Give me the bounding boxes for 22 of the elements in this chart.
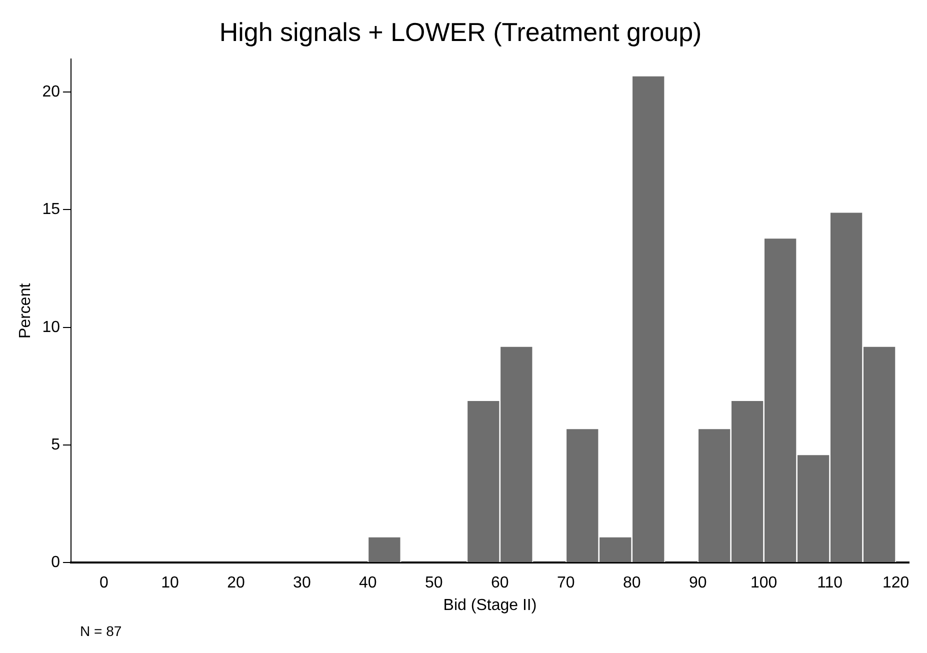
x-tick-label: 10 [161, 574, 179, 592]
x-tick-label: 40 [359, 574, 377, 592]
y-tick-label: 10 [42, 318, 60, 336]
y-axis-title: Percent [17, 282, 34, 338]
x-tick-label: 60 [491, 574, 509, 592]
x-tick-label: 20 [227, 574, 245, 592]
y-tick-label: 20 [42, 84, 60, 101]
x-tick-label: 90 [688, 574, 707, 592]
y-tick-label: 5 [51, 436, 60, 454]
chart-title: High signals + LOWER (Treatment group) [219, 16, 702, 47]
x-tick-label: 50 [425, 574, 443, 592]
y-tick-label: 0 [51, 554, 60, 572]
text: N = 87 [80, 622, 122, 639]
x-tick-label: 30 [293, 574, 311, 592]
x-tick-label: 80 [622, 574, 641, 592]
x-axis-title: Bid (Stage II) [443, 596, 537, 614]
x-tick-label: 0 [100, 574, 109, 592]
x-tick-label: 70 [556, 574, 575, 592]
x-tick-label: 120 [882, 574, 910, 592]
y-tick-label: 15 [42, 201, 60, 218]
x-tick-label: 100 [750, 574, 778, 592]
x-tick-label: 110 [817, 574, 843, 592]
